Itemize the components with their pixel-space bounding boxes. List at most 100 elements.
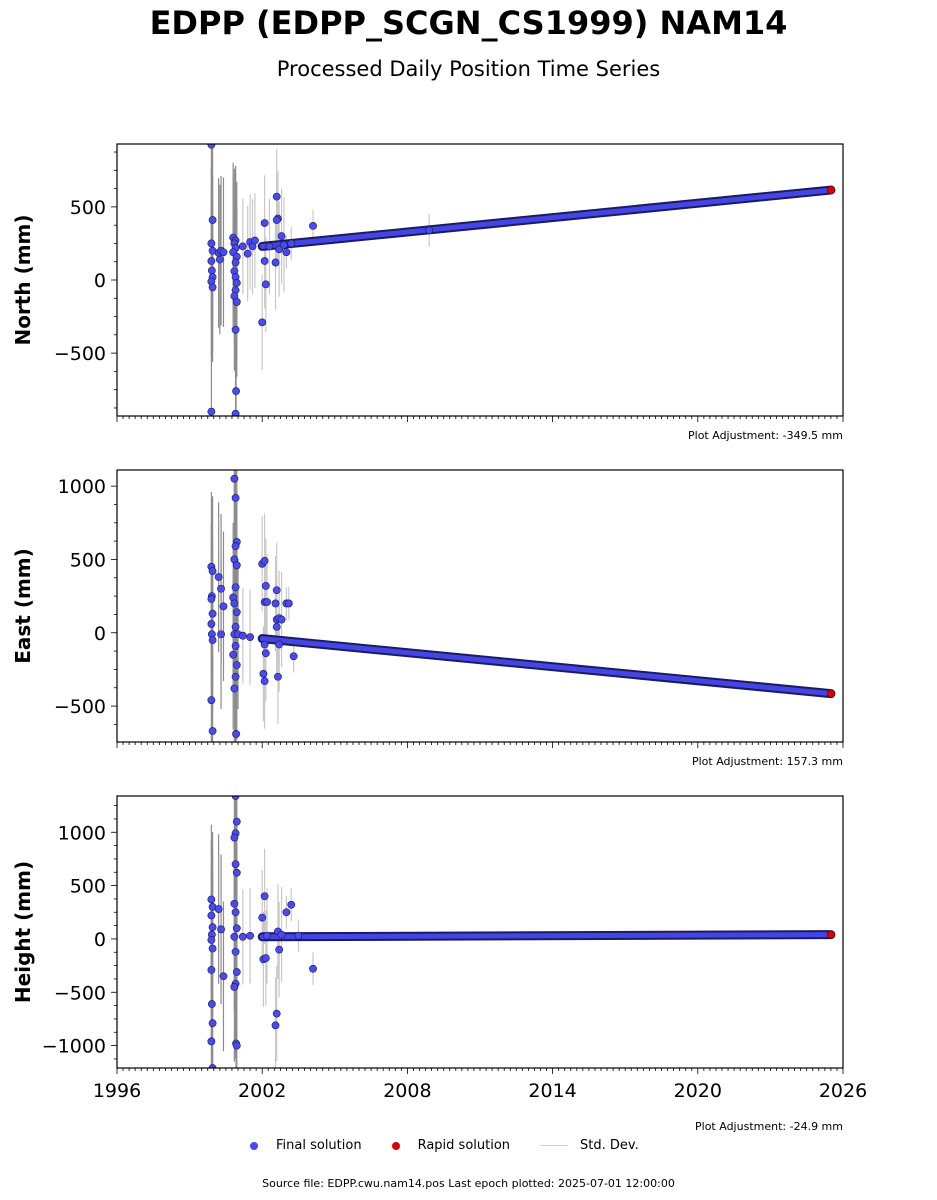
- final-solution-point: [261, 954, 270, 963]
- final-solution-point: [207, 266, 216, 275]
- final-solution-point: [275, 245, 284, 254]
- final-solution-point: [231, 622, 240, 631]
- x-tick-label: 2026: [819, 1080, 867, 1102]
- y-axis-label: North (mm): [11, 214, 35, 345]
- final-solution-point: [208, 727, 217, 735]
- final-solution-point: [230, 474, 239, 483]
- y-tick-label: 0: [94, 270, 106, 292]
- final-solution-point: [232, 661, 241, 669]
- y-axis-label: East (mm): [11, 548, 35, 664]
- final-solution-point: [231, 860, 240, 869]
- final-solution-point: [294, 931, 303, 940]
- final-solution-point: [207, 895, 216, 904]
- final-solution-point: [259, 669, 268, 678]
- legend-item-final: Final solution: [250, 1138, 362, 1153]
- plot-adjustment-note: Plot Adjustment: 157.3 mm: [692, 755, 843, 768]
- final-solution-point: [232, 817, 241, 826]
- final-solution-point: [260, 257, 269, 265]
- final-solution-point: [208, 636, 217, 644]
- final-solution-point: [231, 409, 240, 416]
- final-solution-point: [207, 620, 216, 628]
- final-solution-point: [217, 630, 225, 639]
- legend-rapid-label: Rapid solution: [417, 1138, 511, 1153]
- final-solution-point: [238, 631, 247, 640]
- rapid-solution-point: [826, 930, 836, 939]
- final-solution-point: [275, 640, 284, 649]
- final-solution-point: [251, 236, 259, 245]
- daily-solution-band-fill: [259, 187, 834, 249]
- final-solution-point: [207, 1037, 216, 1046]
- plot-adjustment-note: Plot Adjustment: -24.9 mm: [695, 1120, 843, 1133]
- final-solution-point: [208, 283, 217, 292]
- final-solution-point: [217, 584, 225, 593]
- final-solution-point: [207, 595, 216, 603]
- final-solution-point: [282, 248, 291, 257]
- final-solution-point: [232, 387, 240, 396]
- final-solution-point: [232, 924, 241, 933]
- y-tick-label: −500: [54, 696, 106, 718]
- final-solution-point: [232, 279, 241, 287]
- final-solution-point: [232, 1041, 241, 1050]
- final-solution-point: [207, 911, 216, 920]
- y-tick-label: 1000: [58, 476, 106, 498]
- y-tick-label: 500: [70, 549, 106, 571]
- final-solution-point: [230, 599, 239, 608]
- final-solution-point: [238, 242, 247, 251]
- final-solution-point: [284, 599, 293, 608]
- final-solution-point: [260, 640, 269, 649]
- final-solution-point: [260, 557, 269, 565]
- legend-item-stddev: Std. Dev.: [540, 1138, 639, 1153]
- final-solution-point: [231, 908, 240, 917]
- final-solution-point: [258, 913, 267, 922]
- final-solution-point: [246, 633, 254, 642]
- final-solution-point: [214, 573, 223, 581]
- final-solution-point: [207, 407, 216, 416]
- final-solution-point: [277, 930, 286, 939]
- final-solution-point: [277, 615, 286, 624]
- legend: Final solution Rapid solution Std. Dev.: [250, 1138, 669, 1153]
- final-solution-point: [277, 232, 286, 241]
- final-solution-point: [217, 925, 225, 934]
- final-solution-point: [261, 581, 270, 590]
- final-solution-point: [275, 945, 284, 954]
- y-tick-label: 500: [70, 876, 106, 898]
- final-solution-point: [232, 298, 241, 306]
- daily-solution-band-fill: [259, 932, 834, 940]
- source-footer: Source file: EDPP.cwu.nam14.pos Last epo…: [262, 1177, 675, 1190]
- final-solution-point: [219, 972, 228, 981]
- final-solution-point: [238, 932, 247, 941]
- final-solution-point: [207, 696, 216, 705]
- final-solution-point: [230, 983, 239, 991]
- final-solution-point: [231, 583, 240, 592]
- final-solution-point: [271, 258, 280, 267]
- final-solution-point: [207, 257, 216, 265]
- final-solution-point: [208, 1019, 217, 1028]
- final-solution-point: [230, 684, 239, 693]
- final-solution-point: [261, 649, 270, 658]
- final-solution-point: [231, 947, 240, 956]
- final-solution-point: [272, 1009, 281, 1018]
- final-solution-point: [271, 1021, 280, 1030]
- final-solution-point: [231, 325, 240, 334]
- final-solution-point: [260, 219, 269, 227]
- y-axis-label: Height (mm): [11, 861, 35, 1003]
- legend-stddev-label: Std. Dev.: [580, 1138, 639, 1153]
- y-tick-label: −500: [54, 982, 106, 1004]
- legend-rapid-marker: [391, 1141, 400, 1150]
- rapid-solution-point: [826, 689, 836, 698]
- rapid-solution-point: [826, 185, 836, 195]
- x-tick-label: 2020: [674, 1080, 722, 1102]
- final-solution-point: [232, 561, 241, 570]
- final-solution-point: [229, 650, 238, 659]
- final-solution-point: [263, 598, 271, 606]
- final-solution-point: [207, 239, 216, 248]
- x-tick-label: 2002: [238, 1080, 286, 1102]
- final-solution-point: [243, 249, 252, 258]
- final-solution-point: [208, 944, 217, 953]
- daily-solution-band-fill: [259, 636, 834, 697]
- final-solution-point: [232, 608, 241, 617]
- y-tick-label: 500: [70, 197, 106, 219]
- y-tick-label: 0: [94, 623, 106, 645]
- final-solution-point: [207, 1000, 216, 1008]
- final-solution-point: [208, 609, 217, 618]
